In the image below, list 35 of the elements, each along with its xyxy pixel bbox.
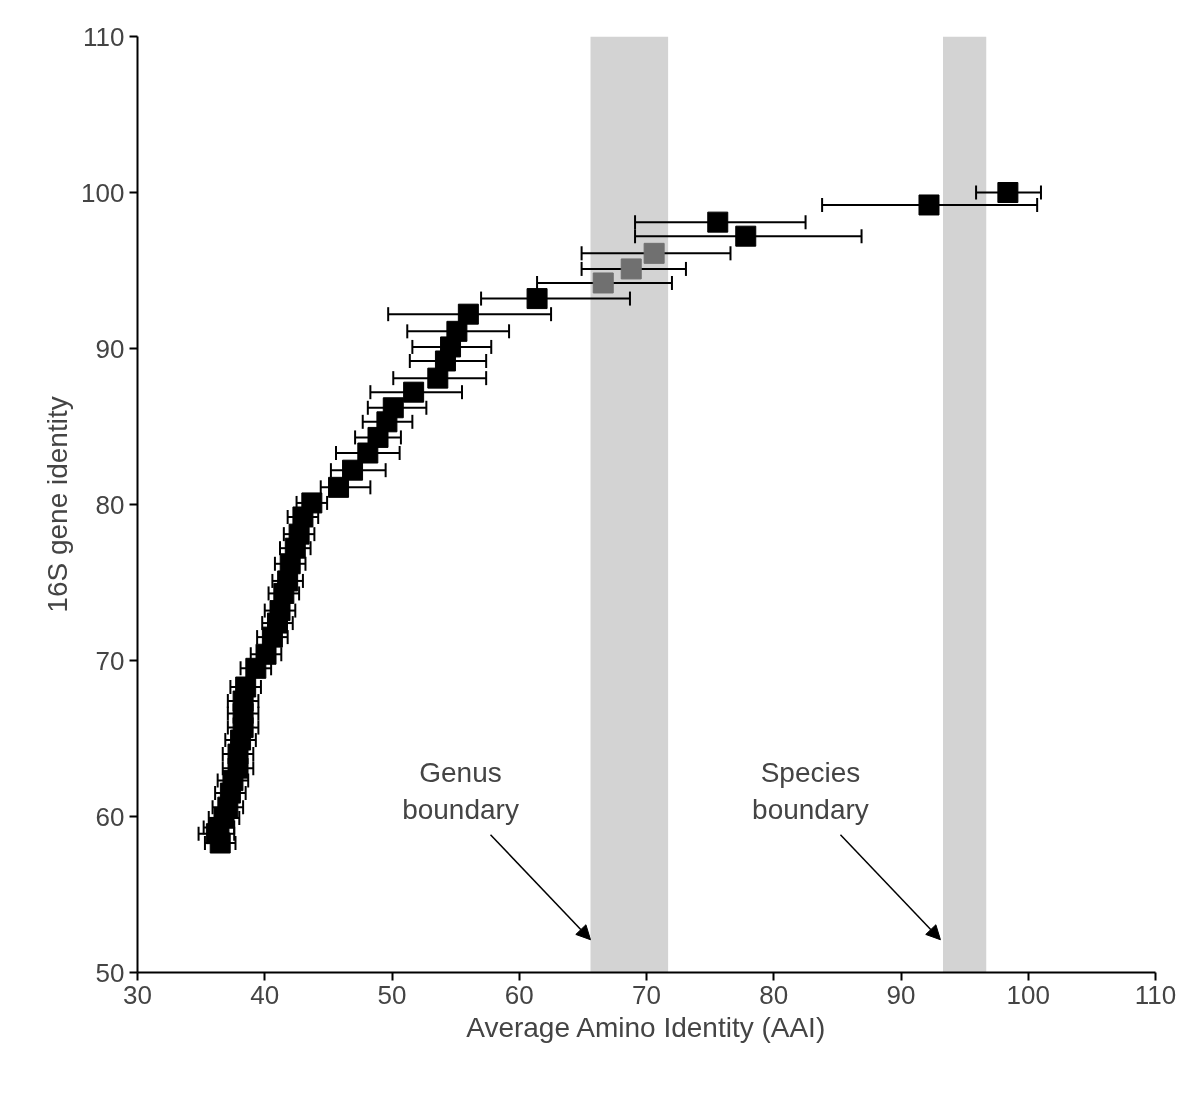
x-tick-label: 100 <box>1006 979 1050 1010</box>
point <box>707 211 729 233</box>
point <box>328 476 350 498</box>
y-tick-label: 60 <box>95 801 125 832</box>
point <box>997 182 1019 203</box>
y-tick-label: 110 <box>83 21 125 52</box>
x-tick-label: 50 <box>377 979 407 1010</box>
point <box>592 272 614 294</box>
y-tick-label: 50 <box>95 957 125 988</box>
point <box>245 657 267 679</box>
point <box>357 442 379 464</box>
y-tick-label: 80 <box>95 489 125 520</box>
x-tick-label: 70 <box>632 979 661 1010</box>
point <box>643 242 665 264</box>
annotation: Genus boundary <box>402 756 519 825</box>
point <box>457 303 479 325</box>
x-tick-label: 40 <box>250 979 280 1010</box>
x-tick-label: 60 <box>504 979 534 1010</box>
y-tick-label: 100 <box>81 177 125 208</box>
point <box>526 288 548 310</box>
y-tick-label: 70 <box>95 645 125 676</box>
point <box>342 459 364 481</box>
point <box>735 225 757 247</box>
point <box>403 381 425 403</box>
x-tick-label: 80 <box>759 979 789 1010</box>
point <box>918 194 940 216</box>
point <box>620 258 642 280</box>
point <box>427 367 449 389</box>
x-tick-label: 90 <box>886 979 916 1010</box>
y-tick-label: 90 <box>95 333 125 364</box>
annotation: Species boundary <box>752 756 869 825</box>
x-tick-label: 110 <box>1134 979 1177 1010</box>
x-tick-label: 30 <box>123 979 152 1010</box>
y-axis-title: 16S gene identity <box>42 396 74 613</box>
x-axis-title: Average Amino Identity (AAI) <box>466 1011 826 1043</box>
